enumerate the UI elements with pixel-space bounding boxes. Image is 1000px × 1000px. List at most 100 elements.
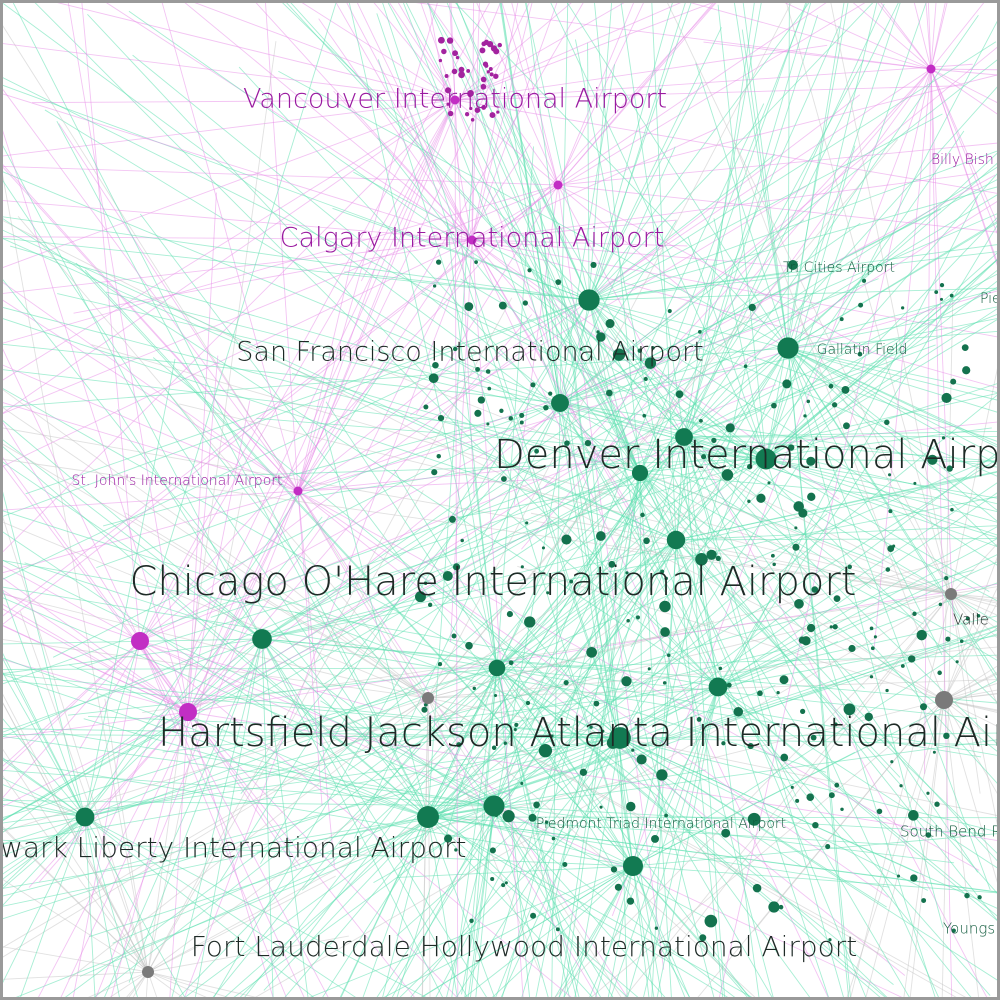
edge <box>410 737 621 997</box>
edge <box>96 402 561 569</box>
edge <box>588 299 997 566</box>
edge <box>471 239 997 338</box>
edge <box>147 971 257 997</box>
node <box>579 768 588 776</box>
edge <box>588 81 703 301</box>
edge <box>675 539 867 997</box>
edge <box>943 699 997 744</box>
airport-label[interactable]: Youngs <box>943 920 995 938</box>
edge <box>301 539 677 891</box>
airport-label[interactable]: Pie <box>980 291 1000 307</box>
airport-label[interactable]: South Bend R <box>900 823 1000 841</box>
airport-label[interactable]: Vancouver International Airport <box>243 84 667 115</box>
edge <box>84 269 634 867</box>
airport-label[interactable]: Valle <box>953 611 989 629</box>
edge <box>428 3 473 241</box>
node <box>437 414 445 422</box>
edge <box>496 667 881 997</box>
edge <box>930 68 997 104</box>
edge <box>3 816 86 889</box>
airport-label[interactable]: Billy Bish <box>931 152 994 168</box>
node <box>488 67 493 71</box>
node <box>828 938 832 942</box>
node <box>452 50 459 57</box>
node <box>635 615 641 620</box>
edge <box>619 732 997 739</box>
edge <box>3 657 429 818</box>
edge <box>550 3 767 460</box>
airport-label[interactable]: St. John's International Airport <box>71 473 282 489</box>
edge <box>471 239 688 247</box>
edge <box>427 3 641 474</box>
edge <box>3 711 189 739</box>
edge <box>3 165 559 186</box>
node <box>520 565 524 569</box>
airport-label[interactable]: Hartsfield Jackson Atlanta International… <box>158 710 1000 756</box>
edge <box>3 348 141 642</box>
edge <box>930 68 953 997</box>
edge <box>278 70 789 349</box>
edge <box>765 458 997 499</box>
edge <box>557 3 644 186</box>
edge <box>3 436 685 821</box>
airport-label[interactable]: San Francisco International Airport <box>236 337 703 368</box>
edge <box>537 295 641 474</box>
edge <box>588 251 997 301</box>
edge <box>3 184 559 625</box>
airport-label[interactable]: Tri Cities Airport <box>783 260 895 276</box>
node <box>965 616 970 621</box>
edge <box>765 217 997 460</box>
edge <box>554 593 952 997</box>
edge <box>950 368 997 595</box>
edge <box>454 3 681 101</box>
edge <box>187 520 553 713</box>
airport-label[interactable]: Piedmont Triad International Airport <box>536 816 786 832</box>
hub-node <box>578 289 600 311</box>
node <box>869 675 874 679</box>
edge <box>3 608 189 713</box>
node <box>643 537 650 545</box>
node <box>939 283 945 288</box>
airport-label[interactable]: Fort Lauderdale Hollywood International … <box>191 930 858 963</box>
hub-node <box>926 64 936 74</box>
airport-label[interactable]: Gallatin Field <box>817 342 908 358</box>
edge <box>187 400 251 713</box>
node <box>788 444 795 451</box>
edge <box>632 865 997 894</box>
node <box>857 351 863 357</box>
edge <box>950 593 981 794</box>
edge <box>492 865 634 997</box>
edge <box>58 123 299 492</box>
hub-node <box>622 855 644 877</box>
edge <box>3 659 189 713</box>
node <box>544 820 549 824</box>
edge <box>3 586 498 669</box>
node <box>790 785 794 789</box>
edge <box>619 737 628 997</box>
airport-label[interactable]: wark Liberty International Airport <box>0 831 466 864</box>
edge <box>675 539 829 997</box>
edge <box>717 4 767 460</box>
node <box>637 348 643 353</box>
edge <box>530 512 952 595</box>
edge <box>427 316 746 699</box>
edge <box>786 3 952 595</box>
edge <box>427 3 559 186</box>
edge <box>105 291 685 438</box>
edge <box>12 3 429 818</box>
node <box>869 626 874 631</box>
node <box>961 344 969 352</box>
edge <box>588 3 810 301</box>
node <box>916 629 927 641</box>
node <box>884 419 890 426</box>
edge <box>454 3 713 101</box>
airport-label[interactable]: Calgary International Airport <box>280 223 665 254</box>
airport-label[interactable]: Chicago O'Hare International Airport <box>130 559 857 605</box>
edge <box>632 751 856 867</box>
airport-label[interactable]: Denver International Airpo <box>494 432 1000 478</box>
edge <box>3 816 86 845</box>
edge <box>3 491 86 818</box>
node <box>501 476 507 482</box>
edge <box>297 3 501 492</box>
